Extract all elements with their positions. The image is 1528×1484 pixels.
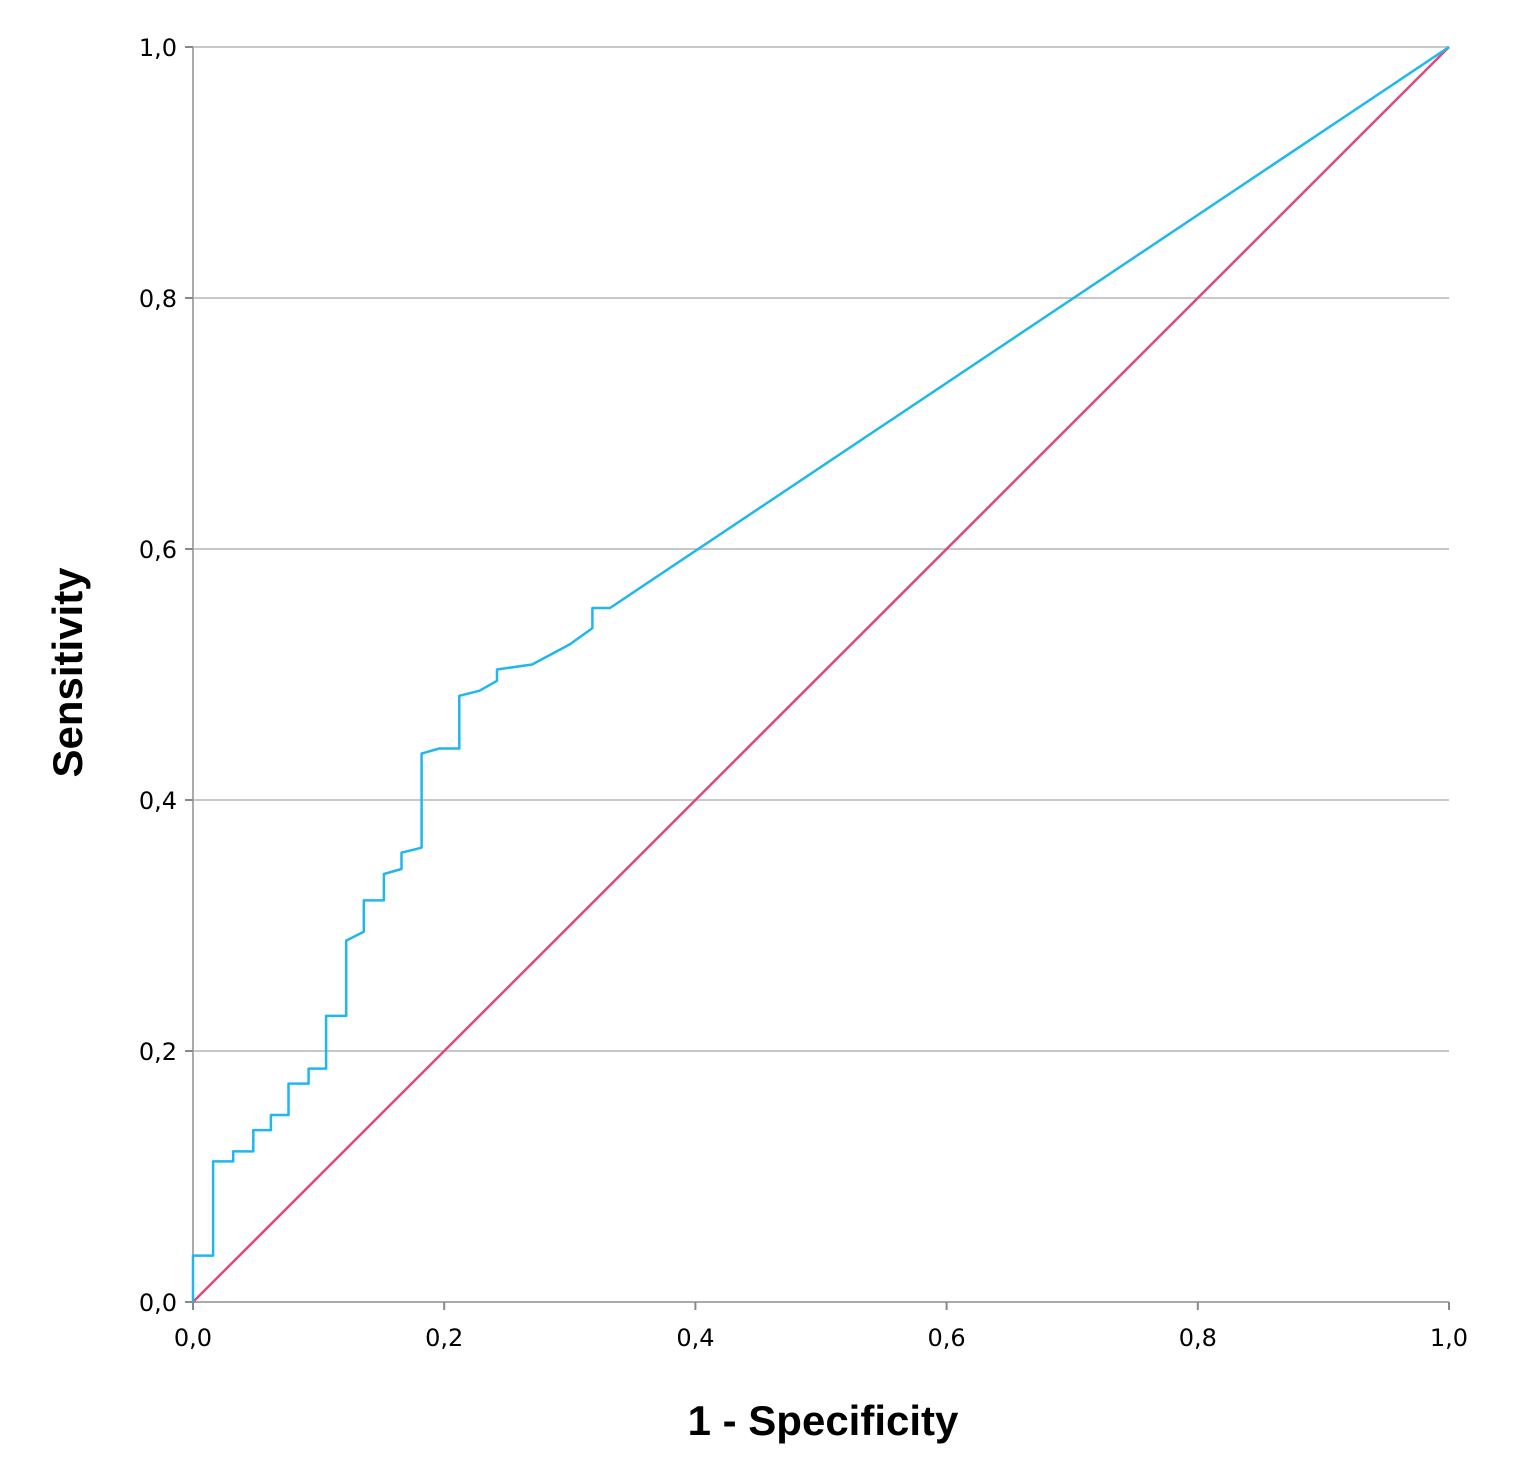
y-tick-label-2: 0,4 [139, 787, 177, 815]
x-axis-title: 1 - Specificity [688, 1397, 959, 1444]
series-lines [191, 45, 1450, 1303]
x-tick-label-5: 1,0 [1430, 1324, 1468, 1352]
tick-labels: 0,0 0,2 0,4 0,6 0,8 1,0 0,0 0,2 0,4 0,6 0,8 1,0 [139, 34, 1468, 1352]
y-tick-label-5: 1,0 [139, 34, 177, 62]
x-tick-label-0: 0,0 [174, 1324, 212, 1352]
y-tick-label-0: 0,0 [139, 1289, 177, 1317]
grid-lines [193, 46, 1449, 1052]
x-tick-label-1: 0,2 [425, 1324, 463, 1352]
x-tick-label-4: 0,8 [1179, 1324, 1217, 1352]
y-tick-label-3: 0,6 [139, 536, 177, 564]
axes [185, 46, 1450, 1310]
series-line-1 [192, 46, 1450, 1303]
x-tick-label-2: 0,4 [676, 1324, 714, 1352]
y-tick-label-4: 0,8 [139, 285, 177, 313]
x-tick-label-3: 0,6 [928, 1324, 966, 1352]
y-axis-title: Sensitivity [44, 567, 91, 778]
y-tick-label-1: 0,2 [139, 1038, 177, 1066]
series-line-0 [191, 45, 1450, 1302]
